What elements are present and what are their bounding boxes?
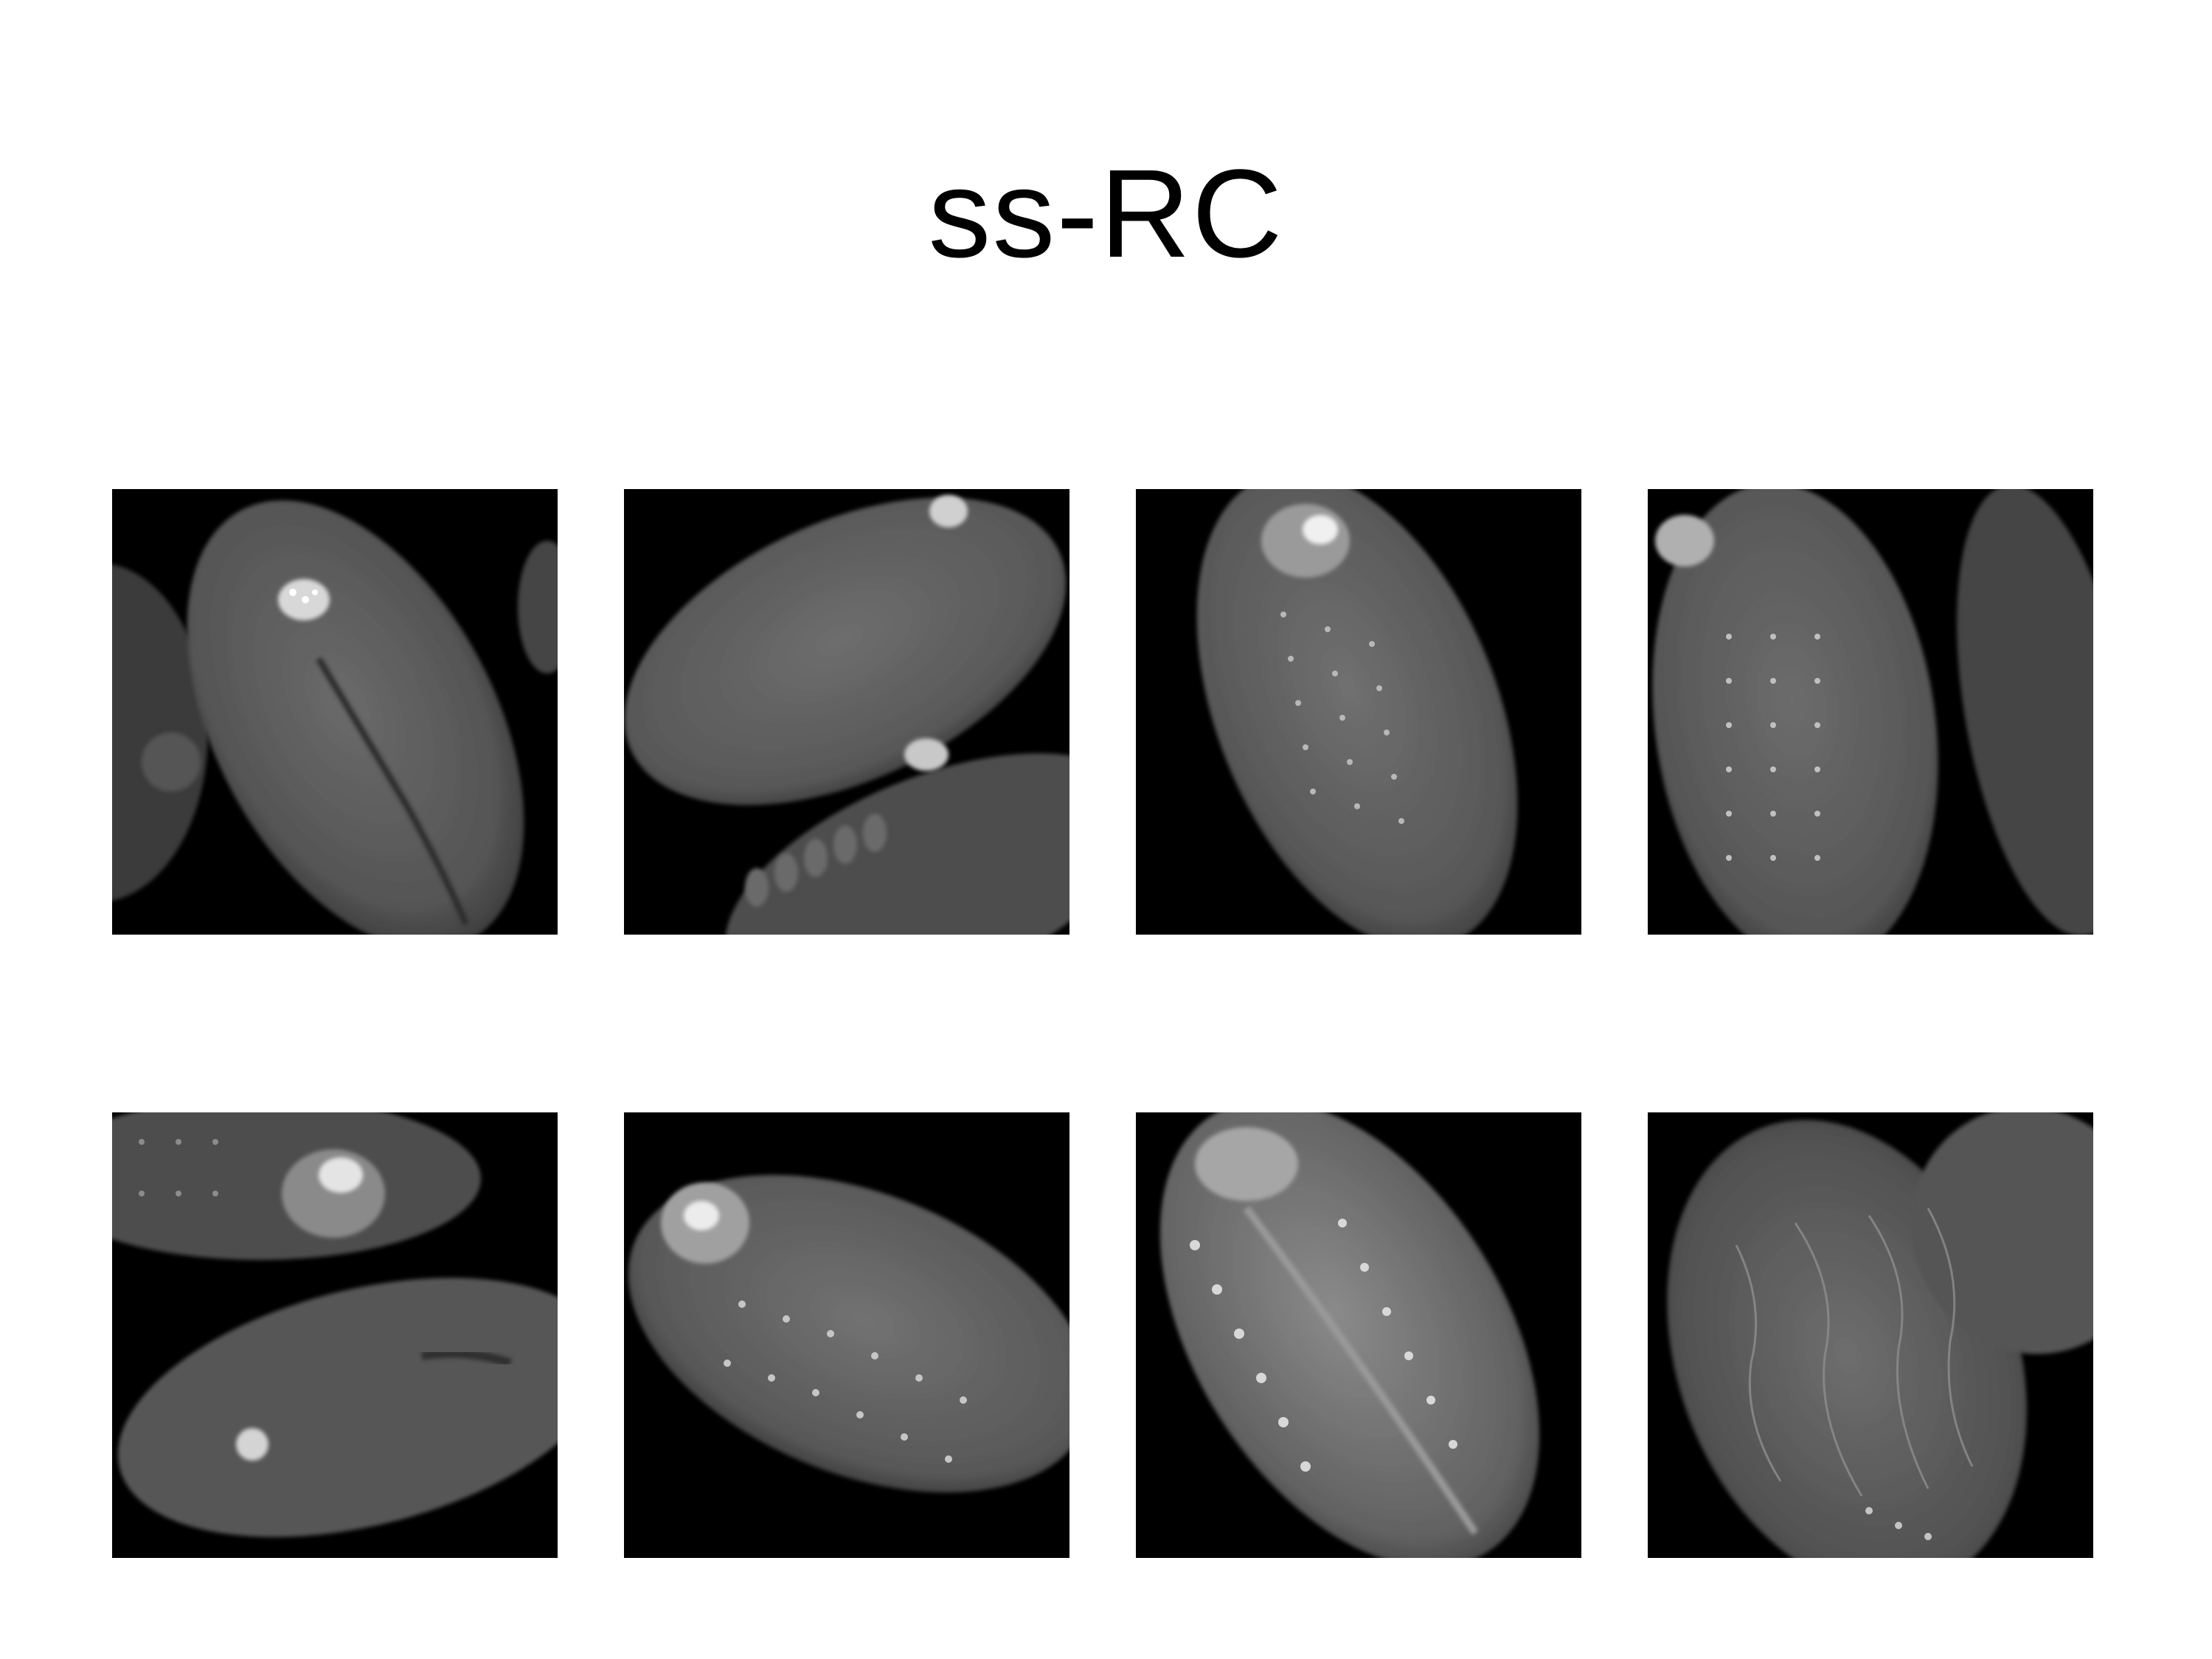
micrograph-panel-1 bbox=[112, 489, 558, 935]
embryo-image-6 bbox=[628, 1174, 1069, 1493]
embryo-image-3 bbox=[1196, 489, 1518, 935]
micrograph-panel-3 bbox=[1136, 489, 1581, 935]
embryo-image-2 bbox=[624, 495, 1069, 935]
micrograph-panel-5 bbox=[112, 1112, 558, 1558]
micrograph-panel-6 bbox=[624, 1112, 1069, 1558]
micrograph-panel-7 bbox=[1136, 1112, 1581, 1558]
embryo-image-5 bbox=[112, 1112, 558, 1537]
micrograph-panel-2 bbox=[624, 489, 1069, 935]
micrograph-panel-8 bbox=[1648, 1112, 2093, 1558]
figure-title: ss-RC bbox=[928, 144, 1284, 284]
embryo-image-1 bbox=[112, 500, 558, 935]
embryo-image-7 bbox=[1159, 1112, 1540, 1558]
embryo-image-4 bbox=[1652, 489, 2093, 935]
micrograph-panel-4 bbox=[1648, 489, 2093, 935]
embryo-image-8 bbox=[1667, 1112, 2093, 1558]
